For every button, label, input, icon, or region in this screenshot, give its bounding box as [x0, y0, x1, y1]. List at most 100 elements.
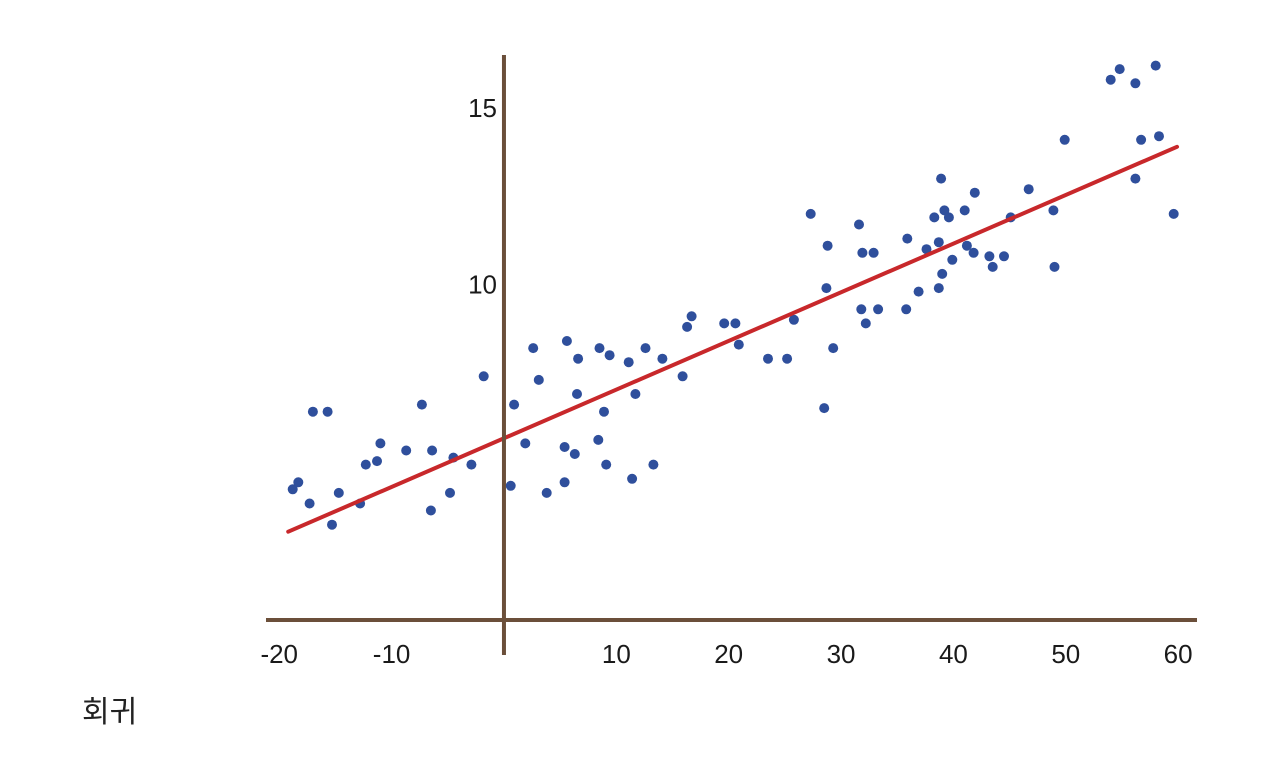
data-point [561, 336, 572, 346]
data-point [857, 247, 868, 258]
data-point [969, 187, 980, 198]
data-point [559, 477, 570, 488]
data-point [819, 403, 830, 414]
data-point [327, 519, 337, 530]
tick-labels-layer: -20 -10 10 20 30 40 50 60 10 15 [260, 93, 1192, 669]
data-point [947, 254, 958, 265]
data-point [733, 339, 744, 350]
data-point [1150, 60, 1161, 71]
data-point [856, 304, 867, 315]
data-point [601, 459, 612, 470]
data-point [936, 173, 947, 184]
data-point [1023, 184, 1034, 195]
data-point [593, 434, 604, 445]
data-point [541, 487, 552, 498]
data-point [1049, 261, 1060, 272]
y-tick-label: 10 [468, 270, 497, 300]
data-point [901, 304, 912, 315]
x-tick-label: 50 [1051, 639, 1080, 669]
data-point [416, 399, 427, 410]
data-point [1130, 173, 1141, 184]
data-point [682, 321, 693, 332]
data-point [782, 353, 793, 364]
data-point [933, 237, 944, 248]
data-point [686, 311, 697, 322]
axes-layer [266, 55, 1197, 655]
data-point [805, 208, 816, 219]
data-point [287, 484, 298, 495]
data-point [788, 314, 799, 325]
data-point [677, 371, 688, 382]
data-point [968, 247, 979, 258]
data-point [478, 371, 489, 382]
data-point [1048, 205, 1059, 216]
x-tick-label: -20 [260, 639, 298, 669]
data-point [719, 318, 730, 329]
data-point [902, 233, 913, 244]
data-point [360, 459, 371, 470]
data-point [573, 353, 584, 364]
data-point [1168, 208, 1179, 219]
data-point [959, 205, 970, 216]
data-point [984, 251, 995, 262]
marks-layer [286, 60, 1180, 534]
y-tick-label: 15 [468, 93, 497, 123]
data-point [821, 283, 832, 294]
data-point [937, 268, 948, 279]
data-point [520, 438, 531, 449]
x-tick-label: 10 [602, 639, 631, 669]
data-point [307, 406, 318, 417]
data-point [873, 304, 884, 315]
data-point [630, 389, 641, 399]
data-point [427, 445, 438, 456]
regression-line [286, 144, 1180, 534]
data-point [569, 449, 580, 459]
data-point [322, 406, 333, 417]
data-point [401, 445, 412, 456]
data-point [445, 487, 455, 498]
data-point [509, 399, 520, 410]
data-point [623, 357, 634, 368]
x-tick-label: 20 [714, 639, 743, 669]
data-point [594, 343, 605, 354]
data-point [505, 480, 516, 491]
x-tick-label: 40 [939, 639, 968, 669]
data-point [1105, 74, 1116, 85]
data-point [599, 406, 609, 417]
data-point [572, 389, 582, 399]
data-point [372, 456, 382, 467]
data-point [604, 350, 615, 361]
data-point [929, 212, 940, 223]
data-point [533, 374, 544, 385]
data-point [987, 261, 998, 272]
data-point [425, 505, 436, 516]
data-point [375, 438, 386, 449]
data-point [763, 353, 773, 364]
data-point [293, 477, 304, 488]
data-point [828, 343, 839, 354]
data-point [657, 353, 668, 364]
data-point [1114, 64, 1125, 75]
data-point [1130, 78, 1141, 89]
x-tick-label: -10 [373, 639, 411, 669]
data-point [860, 318, 871, 329]
data-point [559, 442, 570, 452]
data-point [528, 343, 539, 354]
data-point [822, 240, 833, 251]
figure-caption: 회귀 [82, 695, 138, 730]
data-point [961, 240, 972, 251]
data-point [304, 498, 315, 509]
data-point [1059, 134, 1070, 145]
data-point [640, 343, 651, 354]
data-point [333, 487, 344, 498]
x-tick-label: 60 [1164, 639, 1193, 669]
data-point [1136, 134, 1147, 145]
data-point [933, 283, 944, 294]
data-point [999, 251, 1009, 262]
data-point [854, 219, 864, 230]
data-point [627, 473, 638, 484]
x-tick-label: 30 [827, 639, 856, 669]
data-point [868, 247, 879, 258]
